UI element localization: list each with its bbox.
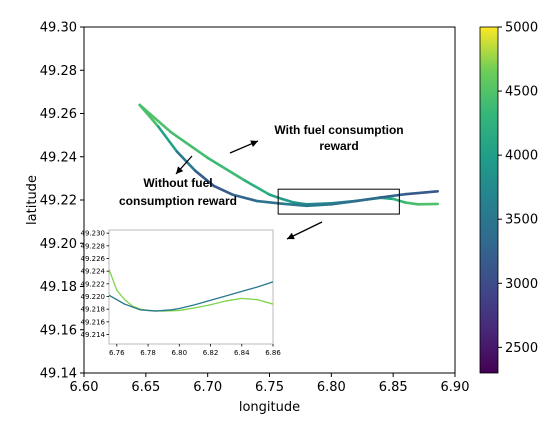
x-tick-label: 6.80 <box>317 380 346 395</box>
y-tick-label: 49.22 <box>40 194 77 209</box>
y-tick-label: 49.26 <box>40 107 77 122</box>
colorbar <box>480 27 498 373</box>
x-tick-label: 6.85 <box>379 380 408 395</box>
inset-x-tick-label: 6.80 <box>171 349 187 357</box>
trajectory-segment <box>282 199 294 203</box>
x-tick-label: 6.75 <box>255 380 284 395</box>
colorbar-tick-label: 5000 <box>505 21 538 36</box>
inset-x-tick-label: 6.86 <box>265 349 281 357</box>
x-tick-label: 6.90 <box>441 380 470 395</box>
trajectory-segment <box>140 105 159 127</box>
y-axis-label: latitude <box>25 175 40 225</box>
inset-x-tick-label: 6.78 <box>140 349 156 357</box>
trajectory-segment <box>356 197 381 201</box>
annotation-with-fuel-line-1: With fuel consumption <box>274 123 403 137</box>
trajectory-segment <box>208 158 245 181</box>
trajectory-segment <box>406 191 438 194</box>
y-tick-label: 49.24 <box>40 150 77 165</box>
trajectory-segment <box>171 132 208 158</box>
inset-x-tick-label: 6.82 <box>203 349 219 357</box>
inset-x-tick-label: 6.76 <box>109 349 125 357</box>
inset-plot-background <box>109 230 273 344</box>
y-tick-label: 49.28 <box>40 64 77 79</box>
trajectory-series-2 <box>140 105 438 206</box>
x-tick-label: 6.65 <box>131 380 160 395</box>
x-tick-label: 6.60 <box>70 380 99 395</box>
trajectory-segment <box>381 194 406 197</box>
y-tick-label: 49.18 <box>40 280 77 295</box>
arrow-with-fuel <box>230 141 258 154</box>
trajectory-segment <box>331 201 356 204</box>
colorbar-tick-label: 3000 <box>505 277 538 292</box>
x-tick-label: 6.70 <box>193 380 222 395</box>
arrow-to-zoom-box <box>287 222 322 239</box>
annotation-without-fuel-line-2: consumption reward <box>119 194 237 208</box>
y-tick-label: 49.16 <box>40 323 77 338</box>
colorbar-tick-label: 4500 <box>505 85 538 100</box>
x-axis-label: longitude <box>239 400 300 415</box>
colorbar-tick-label: 3500 <box>505 213 538 228</box>
annotation-with-fuel-line-2: reward <box>319 139 358 153</box>
inset-x-tick-label: 6.84 <box>234 349 250 357</box>
colorbar-tick-label: 2500 <box>505 341 538 356</box>
annotation-without-fuel-line-1: Without fuel <box>143 176 212 190</box>
colorbar-tick-label: 4000 <box>505 149 538 164</box>
y-tick-label: 49.30 <box>40 21 77 36</box>
y-tick-label: 49.20 <box>40 237 77 252</box>
trajectory-segment <box>406 203 418 205</box>
y-tick-label: 49.14 <box>40 367 77 382</box>
trajectory-segment <box>245 181 270 195</box>
trajectory-segment <box>270 195 282 199</box>
trajectory-segment <box>307 204 332 206</box>
